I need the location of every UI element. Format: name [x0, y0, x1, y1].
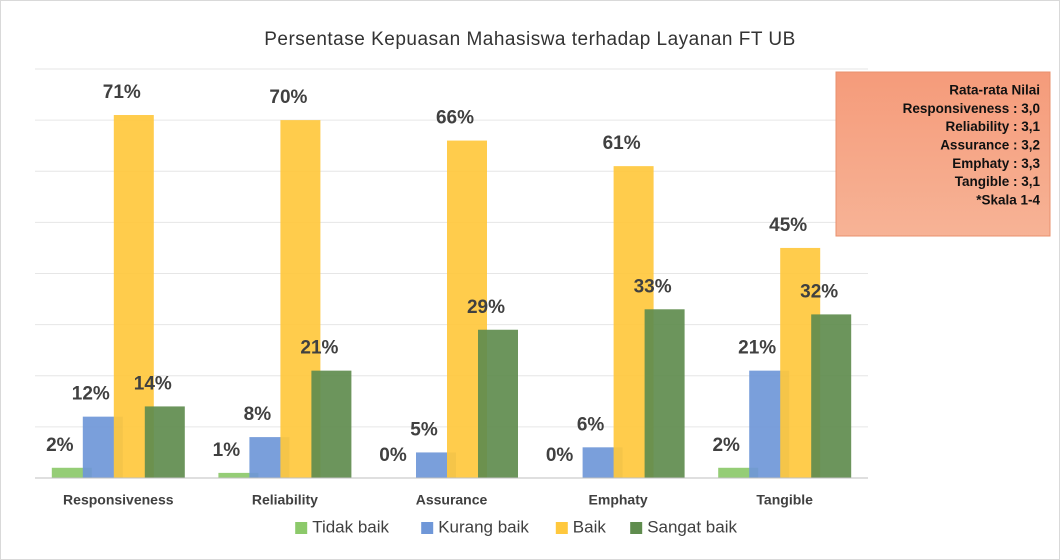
value-label: 66%	[436, 108, 474, 129]
annotation-box	[835, 71, 1051, 237]
value-label: 33%	[634, 276, 672, 297]
value-label: 12%	[72, 384, 110, 405]
value-label: 14%	[134, 373, 172, 394]
value-label: 61%	[603, 133, 641, 154]
annotation-line: Rata-rata Nilai	[949, 83, 1040, 98]
bar	[811, 314, 852, 478]
legend-label: Sangat baik	[647, 517, 737, 536]
annotation-line: Reliability : 3,1	[945, 119, 1040, 134]
value-label: 21%	[738, 338, 776, 359]
legend-label: Kurang baik	[438, 517, 529, 536]
legend-label: Baik	[573, 517, 607, 536]
value-label: 21%	[300, 338, 338, 359]
value-label: 8%	[244, 404, 272, 425]
value-label: 2%	[46, 435, 74, 456]
annotation-line: Responsiveness : 3,0	[903, 101, 1040, 116]
bar	[218, 472, 259, 478]
value-label: 71%	[103, 82, 141, 103]
annotation-line: Emphaty : 3,3	[952, 156, 1040, 171]
bar	[644, 309, 685, 478]
value-label: 2%	[712, 435, 740, 456]
value-label: 29%	[467, 297, 505, 318]
bar	[718, 467, 759, 478]
x-tick-label: Assurance	[416, 492, 488, 508]
x-tick-label: Emphaty	[589, 492, 648, 508]
value-label: 6%	[577, 414, 605, 435]
value-label: 0%	[546, 445, 574, 466]
x-tick-label: Responsiveness	[63, 492, 174, 508]
bar	[311, 370, 352, 478]
bar	[144, 406, 185, 478]
x-tick-label: Reliability	[252, 492, 318, 508]
bar	[478, 329, 518, 478]
chart-title: Persentase Kepuasan Mahasiswa terhadap L…	[264, 29, 796, 50]
annotation-line: Assurance : 3,2	[940, 137, 1040, 152]
annotation-line: Tangible : 3,1	[955, 174, 1041, 189]
value-label: 1%	[213, 440, 241, 461]
value-label: 5%	[410, 419, 438, 440]
legend-swatch	[555, 522, 568, 534]
x-tick-label: Tangible	[756, 492, 813, 508]
legend-label: Tidak baik	[312, 517, 389, 536]
legend-swatch	[421, 522, 434, 534]
value-label: 70%	[269, 87, 307, 108]
value-label: 32%	[800, 281, 838, 302]
annotation-line: *Skala 1-4	[976, 192, 1040, 207]
legend-swatch	[630, 522, 643, 534]
bar	[51, 467, 92, 478]
value-label: 0%	[379, 445, 407, 466]
legend-swatch	[295, 522, 308, 534]
value-label: 45%	[769, 215, 807, 236]
